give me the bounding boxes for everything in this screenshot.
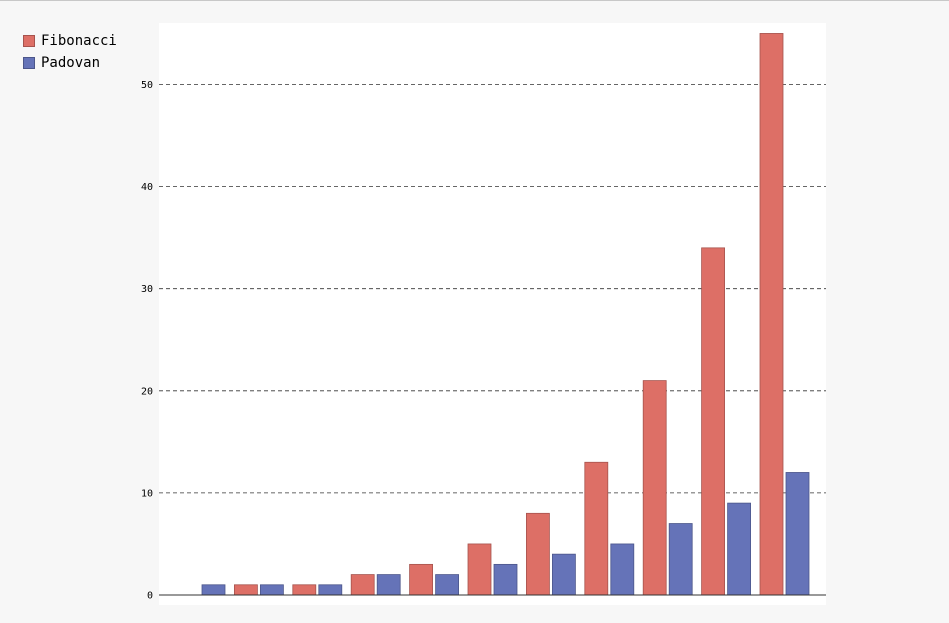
y-axis-ticks: 0 10 20 30 40 50 [141,80,153,602]
plot-area [159,23,826,605]
bar-padovan-9 [727,502,751,596]
bar-fibonacci-7 [584,461,609,596]
y-tick-label-30: 30 [141,284,153,295]
y-tick-label-10: 10 [141,488,153,499]
bar-fibonacci-4 [409,563,434,596]
bar-fibonacci-10 [759,33,784,596]
window-top-border [0,0,949,1]
legend-label-fibonacci: Fibonacci [41,33,117,49]
y-tick-label-50: 50 [141,80,153,91]
bar-padovan-3 [376,574,401,596]
bar-padovan-7 [610,543,635,596]
bar-padovan-2 [318,584,343,596]
bar-padovan-0 [201,584,226,596]
legend-label-padovan: Padovan [41,55,101,71]
y-tick-label-40: 40 [141,182,153,193]
legend-swatch-fibonacci [23,35,35,47]
bar-padovan-10 [785,472,810,596]
bar-padovan-6 [552,553,576,596]
bar-padovan-4 [435,574,460,596]
legend-swatch-padovan [23,57,35,69]
legend-item-padovan: Padovan [23,52,117,74]
bar-fibonacci-3 [350,574,375,596]
y-tick-label-0: 0 [147,591,153,602]
bar-fibonacci-5 [467,543,492,596]
bar-fibonacci-1 [233,584,258,596]
bar-padovan-5 [493,563,518,596]
bar-fibonacci-6 [526,512,550,596]
bar-padovan-8 [668,523,693,596]
bar-fibonacci-2 [292,584,317,596]
bar-fibonacci-9 [701,247,725,596]
chart-legend: Fibonacci Padovan [23,30,117,74]
legend-item-fibonacci: Fibonacci [23,30,117,52]
y-tick-label-20: 20 [141,386,153,397]
bars-group [201,33,810,596]
bar-padovan-1 [259,584,284,596]
bar-fibonacci-8 [642,380,667,596]
